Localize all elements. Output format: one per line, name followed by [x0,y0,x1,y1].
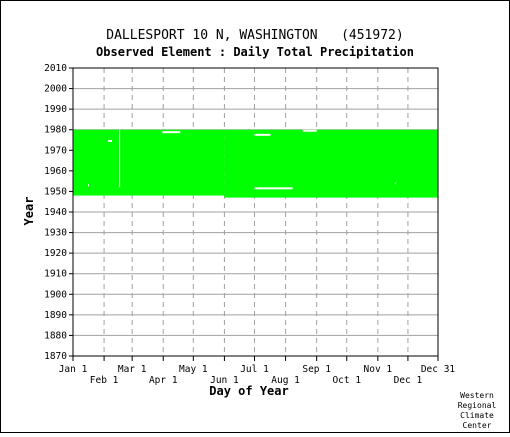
x-tick-label: Aug 1 [271,375,300,386]
x-tick-label: Nov 1 [364,364,393,375]
x-tick-label: Feb 1 [90,375,119,386]
x-tick-label: Jul 1 [240,364,269,375]
missing-data-gap [162,131,181,134]
y-tick-label: 1930 [44,228,67,239]
y-tick-label: 1920 [44,248,67,259]
y-tick-label: 1900 [44,289,67,300]
x-tick-label: Jun 1 [210,375,239,386]
y-tick-label: 1890 [44,310,67,321]
x-tick-label: Sep 1 [302,364,331,375]
missing-data-gap [302,129,317,132]
credit-line-3: Climate [460,411,494,420]
y-tick-label: 1970 [44,145,67,156]
y-tick-label: 2000 [44,84,67,95]
x-tick-label: Dec 1 [394,375,423,386]
plot-border [72,67,439,357]
credit-line-2: Regional [458,401,497,410]
x-tick-label: Mar 1 [118,364,147,375]
data-coverage-block [224,129,438,198]
missing-data-gap [88,184,90,187]
y-axis-label: Year [22,197,36,226]
missing-data-gap [394,182,396,185]
x-tick-label: May 1 [179,364,208,375]
missing-data-gap [254,187,293,190]
y-tick-label: 1950 [44,186,67,197]
credit-line-4: Center [463,421,492,430]
y-tick-label: 1910 [44,269,67,280]
x-axis-label: Day of Year [209,384,288,398]
y-tick-label: 2010 [44,63,67,74]
plot-area: 1870 1880 1890 1900 1910 1920 1930 1940 1950 1960… [44,63,455,386]
y-tick-label: 1990 [44,104,67,115]
x-tick-label: Dec 31 [421,364,456,375]
missing-data-gap [254,133,271,136]
data-coverage-block [73,129,225,196]
missing-data-gap [119,129,121,188]
chart-title: DALLESPORT 10 N, WASHINGTON (451972) [106,28,403,43]
y-tick-label: 1880 [44,330,67,341]
y-tick-label: 1980 [44,125,67,136]
credit-line-1: Western [460,391,494,400]
y-tick-label: 1940 [44,207,67,218]
chart-subtitle: Observed Element : Daily Total Precipita… [96,45,414,59]
missing-data-gap [108,140,113,143]
y-tick-label: 1960 [44,166,67,177]
y-tick-label: 1870 [44,351,67,362]
x-tick-label: Jan 1 [59,364,88,375]
x-tick-label: Apr 1 [149,375,178,386]
x-tick-label: Oct 1 [332,375,361,386]
